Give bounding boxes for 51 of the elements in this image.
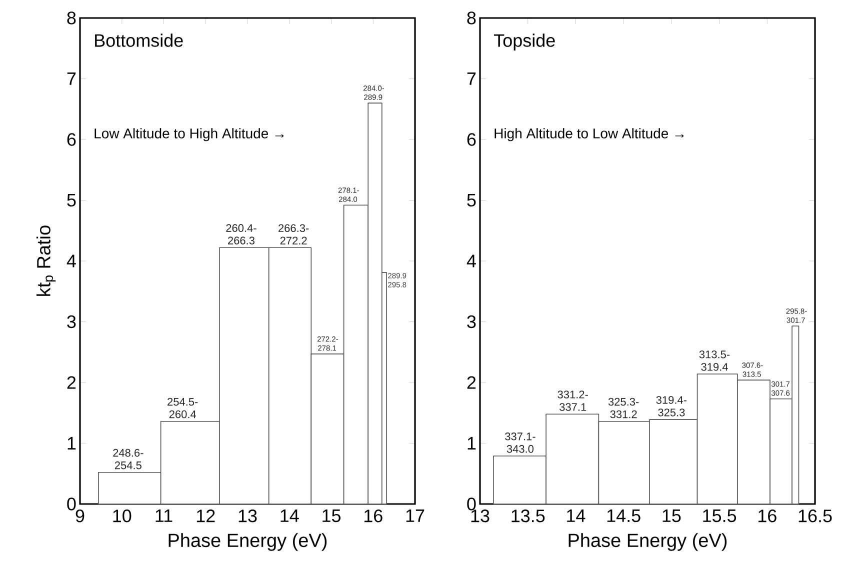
y-tick-label: 2 xyxy=(67,376,76,389)
x-tick-label: 16 xyxy=(758,510,776,522)
annotation: Low Altitude to High Altitude → xyxy=(94,128,284,142)
annotation: 319.4-325.3 xyxy=(656,396,687,416)
x-tick-label: 15.5 xyxy=(703,510,736,522)
y-tick-label: 4 xyxy=(466,254,476,268)
x-tick-label: 15 xyxy=(322,510,341,522)
y-tick-label: 3 xyxy=(67,315,76,328)
text: Bottomside xyxy=(95,34,183,47)
y-tick-label: 6 xyxy=(67,133,76,146)
y-tick-label: 2 xyxy=(467,376,476,389)
y-tick-label: 7 xyxy=(67,72,76,85)
annotation: 266.3-272.2 xyxy=(278,224,309,244)
text: Topside xyxy=(494,34,555,50)
annotation: 260.4-266.3 xyxy=(226,224,256,244)
x-tick-label: 17 xyxy=(406,510,424,522)
annotation: 254.5-260.4 xyxy=(168,398,198,418)
x-tick-label: 12 xyxy=(196,510,215,522)
x-tick-label: 9 xyxy=(76,510,84,522)
x-axis-title: Phase Energy (eV) xyxy=(168,533,327,551)
y-tick-label: 5 xyxy=(67,194,76,207)
y-tick-label: 1 xyxy=(68,437,76,450)
x-tick-label: 14 xyxy=(567,510,586,522)
annotation: 248.6-254.5 xyxy=(113,448,144,470)
y-tick-label: 1 xyxy=(468,437,476,450)
x-tick-label: 11 xyxy=(156,510,172,522)
x-tick-label: 16 xyxy=(364,510,382,522)
x-tick-label: 13 xyxy=(471,510,490,522)
x-axis-title: Phase Energy (eV) xyxy=(568,533,727,551)
x-tick-label: 14 xyxy=(280,510,299,522)
x-tick-label: 15 xyxy=(662,510,681,522)
x-tick-label: 14.5 xyxy=(607,510,640,522)
y-tick-label: 8 xyxy=(467,12,476,24)
y-tick-label: 7 xyxy=(467,72,476,85)
y-tick-label: 3 xyxy=(467,315,476,328)
y-tick-label: 8 xyxy=(67,12,76,24)
y-tick-label: 0 xyxy=(67,498,76,510)
annotation: 325.3-331.2 xyxy=(608,398,639,418)
y-tick-label: 4 xyxy=(66,254,76,268)
annotation: 337.1-343.0 xyxy=(505,432,536,453)
y-axis-title: kt$_{p}$ Ratio xyxy=(36,226,56,296)
x-tick-label: 13.5 xyxy=(512,510,545,522)
y-tick-label: 6 xyxy=(467,133,476,146)
annotation: 313.5-319.4 xyxy=(699,350,730,371)
y-tick-label: 0 xyxy=(467,498,476,510)
annotation: 331.2-337.1 xyxy=(558,390,588,411)
y-tick-label: 5 xyxy=(467,194,476,207)
x-tick-label: 16.5 xyxy=(798,510,832,522)
x-tick-label: 10 xyxy=(113,510,132,522)
x-tick-label: 13 xyxy=(238,510,257,522)
annotation: High Altitude to Low Altitude → xyxy=(494,128,684,142)
